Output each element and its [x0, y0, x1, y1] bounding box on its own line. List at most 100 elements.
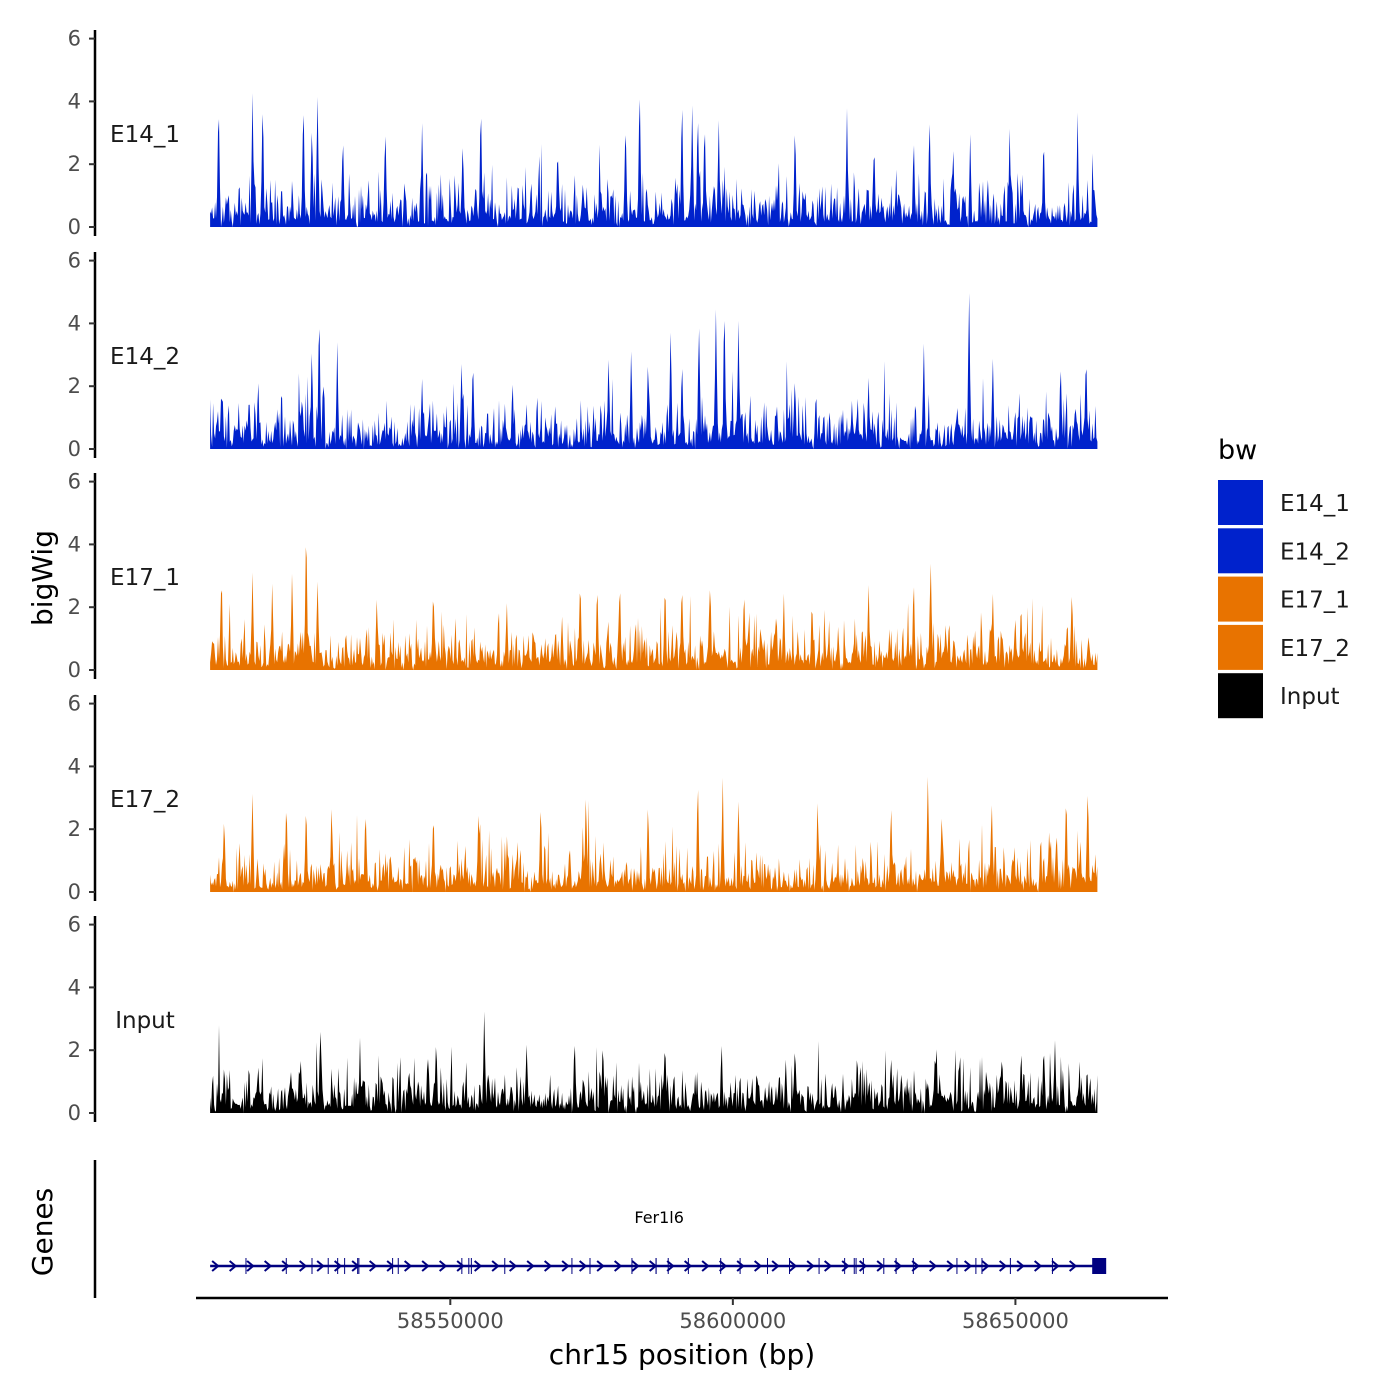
strand-arrow [561, 1260, 570, 1272]
strand-arrow [211, 1260, 220, 1272]
legend-swatch [1218, 528, 1263, 574]
x-tick-label: 58600000 [679, 1309, 786, 1333]
track-label: E17_1 [110, 565, 180, 591]
track-e14-1: 0 2 4 6 E14_1 [68, 27, 1098, 239]
strand-arrow [543, 1260, 553, 1272]
strand-arrow [963, 1260, 973, 1272]
legend-label: E14_2 [1280, 539, 1350, 565]
y-tick-label: 4 [68, 975, 81, 999]
strand-arrow [421, 1260, 430, 1272]
y-tick-label: 4 [68, 311, 81, 335]
track-input: 0 2 4 6 Input [68, 913, 1098, 1125]
legend-label: E14_1 [1280, 491, 1350, 517]
y-tick-label: 6 [68, 27, 81, 51]
strand-arrow [911, 1260, 920, 1272]
y-tick-label: 2 [68, 152, 81, 176]
strand-arrow [981, 1260, 990, 1272]
x-tick-label: 58550000 [397, 1309, 504, 1333]
track-label: E14_2 [110, 344, 180, 370]
strand-arrow [298, 1260, 308, 1272]
legend-swatch [1218, 576, 1263, 622]
track-e17-1: 0 2 4 6 E17_1 [68, 470, 1098, 682]
y-tick-label: 2 [68, 374, 81, 398]
signal-tracks: 0 2 4 6 E14_1 0 2 4 6 E14_2 0 2 4 6 E17_1 0 2 4 6 E17_2 0 2 4 6… [68, 27, 1098, 1125]
signal-area [210, 1011, 1098, 1113]
strand-arrow [578, 1260, 588, 1272]
strand-arrow [1068, 1260, 1078, 1272]
strand-arrow [403, 1260, 413, 1272]
x-tick-label: 58650000 [962, 1309, 1069, 1333]
strand-arrow [613, 1260, 623, 1272]
gene-label: Fer1l6 [634, 1208, 684, 1227]
x-axis-title: chr15 position (bp) [549, 1338, 815, 1371]
strand-arrow [1016, 1260, 1025, 1272]
strand-arrow [438, 1260, 448, 1272]
track-e14-2: 0 2 4 6 E14_2 [68, 249, 1098, 461]
strand-arrow [508, 1260, 518, 1272]
y-tick-label: 6 [68, 470, 81, 494]
track-label: Input [115, 1008, 175, 1034]
strand-arrow [333, 1260, 343, 1272]
strand-arrow [456, 1260, 465, 1272]
track-label: E17_2 [110, 787, 180, 813]
strand-arrow [841, 1260, 850, 1272]
legend: bw E14_1 E14_2 E17_1 E17_2 Input [1218, 435, 1350, 719]
strand-arrow [316, 1260, 325, 1272]
signal-area [210, 776, 1098, 892]
strand-arrow [228, 1260, 238, 1272]
strand-arrow [473, 1260, 483, 1272]
y-tick-label: 2 [68, 1038, 81, 1062]
track-label: E14_1 [110, 122, 180, 148]
legend-swatch [1218, 624, 1263, 670]
legend-label: Input [1280, 684, 1340, 710]
strand-arrow [368, 1260, 378, 1272]
y-tick-label: 4 [68, 754, 81, 778]
legend-label: E17_1 [1280, 588, 1350, 614]
strand-arrow [526, 1260, 535, 1272]
y-tick-label: 0 [68, 880, 81, 904]
y-tick-label: 2 [68, 595, 81, 619]
strand-arrow [1051, 1260, 1060, 1272]
legend-title: bw [1218, 435, 1257, 466]
strand-arrow [771, 1260, 780, 1272]
strand-arrow [858, 1260, 868, 1272]
genes-axis-title: Genes [26, 1188, 59, 1276]
strand-arrow [998, 1260, 1008, 1272]
strand-arrow [263, 1260, 273, 1272]
strand-arrow [701, 1260, 710, 1272]
y-tick-label: 6 [68, 249, 81, 273]
signal-area [210, 93, 1098, 227]
y-tick-label: 0 [68, 437, 81, 461]
strand-arrow [596, 1260, 605, 1272]
strand-arrow [386, 1260, 395, 1272]
y-tick-label: 4 [68, 532, 81, 556]
strand-arrow [736, 1260, 745, 1272]
y-tick-label: 4 [68, 89, 81, 113]
strand-arrow [893, 1260, 903, 1272]
strand-arrow [491, 1260, 500, 1272]
gene-end-exon [1092, 1258, 1107, 1274]
strand-arrow [946, 1260, 955, 1272]
strand-arrow [1033, 1260, 1043, 1272]
strand-arrow [928, 1260, 938, 1272]
strand-arrow [753, 1260, 763, 1272]
y-tick-label: 6 [68, 692, 81, 716]
strand-arrow [281, 1260, 290, 1272]
track-e17-2: 0 2 4 6 E17_2 [68, 692, 1098, 904]
signal-area [210, 547, 1098, 670]
legend-swatch [1218, 480, 1263, 525]
strand-arrow [823, 1260, 833, 1272]
genes-panel: Fer1l6 [93, 1160, 1107, 1298]
strand-arrow [666, 1260, 675, 1272]
y-tick-label: 6 [68, 913, 81, 937]
strand-arrow [806, 1260, 815, 1272]
y-tick-label: 0 [68, 215, 81, 239]
strand-arrow [631, 1260, 640, 1272]
y-tick-label: 0 [68, 1101, 81, 1125]
legend-swatch [1218, 673, 1263, 719]
strand-arrow [246, 1260, 255, 1272]
strand-arrow [788, 1260, 798, 1272]
signal-area [210, 293, 1098, 449]
strand-arrow [683, 1260, 693, 1272]
